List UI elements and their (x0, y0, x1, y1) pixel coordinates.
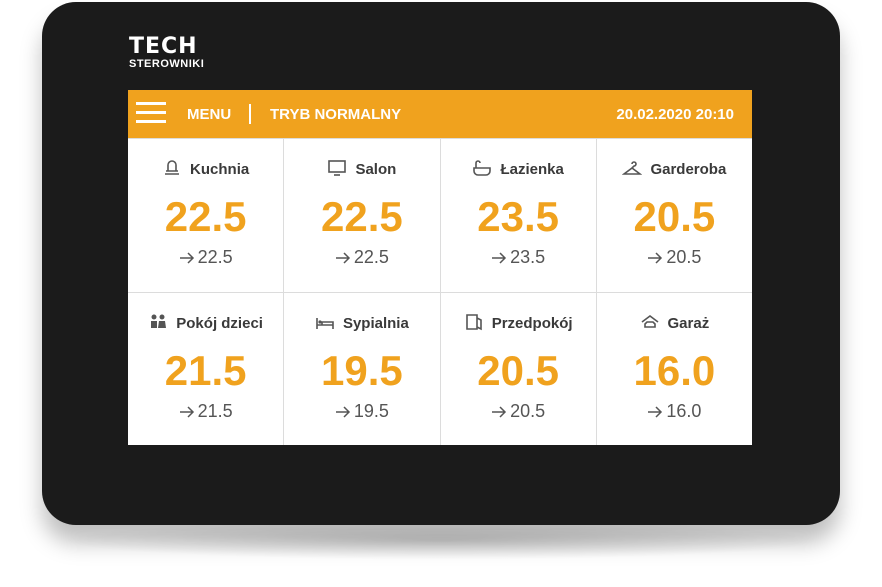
room-name-row: Sypialnia (284, 313, 439, 332)
room-icon (641, 314, 658, 328)
room-setpoint: 23.5 (510, 247, 546, 267)
room-name: Sypialnia (342, 314, 409, 332)
separator (249, 104, 251, 124)
room-temperature: 21.5 (164, 346, 247, 394)
room-temperature: 20.5 (633, 193, 716, 240)
room-name-row: Garderoba (597, 159, 752, 178)
room-setpoint: 22.5 (197, 247, 233, 267)
room-name: Łazienka (500, 161, 564, 178)
room-icon (622, 161, 643, 175)
arrow-icon (335, 252, 350, 264)
brand-subtitle: STEROWNIKI (129, 58, 205, 70)
room-setpoint-row: 16.0 (597, 401, 752, 422)
screen: MENU TRYB NORMALNY 20.02.2020 20:10 Kuch… (128, 90, 752, 445)
room-name-row: Pokój dzieci (128, 313, 283, 332)
arrow-icon (179, 405, 194, 418)
room-icon (473, 160, 492, 176)
room-tile[interactable]: Pokój dzieci 21.5 21.5 (128, 292, 284, 445)
room-tile[interactable]: Łazienka 23.5 23.5 (440, 139, 596, 292)
room-name-row: Salon (284, 159, 439, 178)
datetime: 20.02.2020 20:10 (616, 106, 734, 123)
room-setpoint-row: 22.5 (128, 247, 283, 268)
mode[interactable]: TRYB NORMALNY (270, 106, 402, 123)
room-setpoint: 19.5 (353, 400, 389, 421)
room-icon (465, 313, 482, 330)
menu-button[interactable]: MENU (187, 106, 232, 123)
room-setpoint-row: 22.5 (284, 247, 439, 268)
room-icon (328, 160, 347, 176)
room-setpoint: 22.5 (353, 247, 389, 267)
room-setpoint: 16.0 (666, 400, 702, 421)
room-temperature: 19.5 (321, 346, 403, 394)
room-tile[interactable]: Kuchnia 22.5 22.5 (128, 139, 284, 292)
room-name: Garaż (667, 314, 710, 332)
room-name: Kuchnia (190, 161, 250, 178)
room-name-row: Kuchnia (128, 159, 283, 178)
room-setpoint-row: 23.5 (441, 247, 596, 268)
room-temperature: 22.5 (321, 193, 403, 240)
arrow-icon (648, 405, 663, 418)
room-temperature: 20.5 (477, 346, 559, 394)
room-name: Salon (355, 161, 397, 178)
arrow-icon (492, 252, 507, 264)
brand: TECH STEROWNIKI (129, 34, 205, 71)
room-setpoint-row: 20.5 (441, 401, 596, 422)
room-tile[interactable]: Salon 22.5 22.5 (284, 139, 440, 292)
room-tile[interactable]: Sypialnia 19.5 19.5 (284, 292, 440, 445)
room-tile[interactable]: Garderoba 20.5 20.5 (596, 139, 752, 292)
room-name-row: Garaż (597, 313, 752, 332)
device-shadow (60, 520, 822, 560)
room-tile[interactable]: Garaż 16.0 16.0 (596, 292, 752, 445)
header-bar: MENU TRYB NORMALNY 20.02.2020 20:10 (128, 90, 752, 138)
room-name-row: Łazienka (441, 159, 596, 178)
room-setpoint: 20.5 (666, 247, 702, 267)
arrow-icon (335, 405, 350, 418)
arrow-icon (179, 252, 194, 264)
room-setpoint-row: 19.5 (284, 401, 439, 422)
room-temperature: 16.0 (633, 346, 716, 394)
room-name: Pokój dzieci (176, 314, 263, 332)
room-name: Garderoba (650, 161, 727, 178)
room-name-row: Przedpokój (441, 313, 596, 332)
room-setpoint-row: 21.5 (128, 401, 283, 422)
brand-name: TECH (129, 34, 198, 59)
room-setpoint: 20.5 (510, 400, 546, 421)
tile-grid: Kuchnia 22.5 22.5 Salon 22.5 22.5 Łazienka 23.5… (128, 139, 752, 445)
room-setpoint-row: 20.5 (597, 247, 752, 268)
room-icon (316, 317, 334, 329)
room-icon (151, 314, 167, 328)
arrow-icon (492, 405, 507, 418)
room-temperature: 23.5 (477, 193, 559, 240)
arrow-icon (648, 252, 663, 264)
room-setpoint: 21.5 (197, 400, 233, 421)
room-name: Przedpokój (491, 314, 573, 332)
room-temperature: 22.5 (164, 193, 247, 240)
room-tile[interactable]: Przedpokój 20.5 20.5 (440, 292, 596, 445)
room-icon (165, 160, 180, 175)
menu-icon[interactable] (136, 102, 166, 124)
